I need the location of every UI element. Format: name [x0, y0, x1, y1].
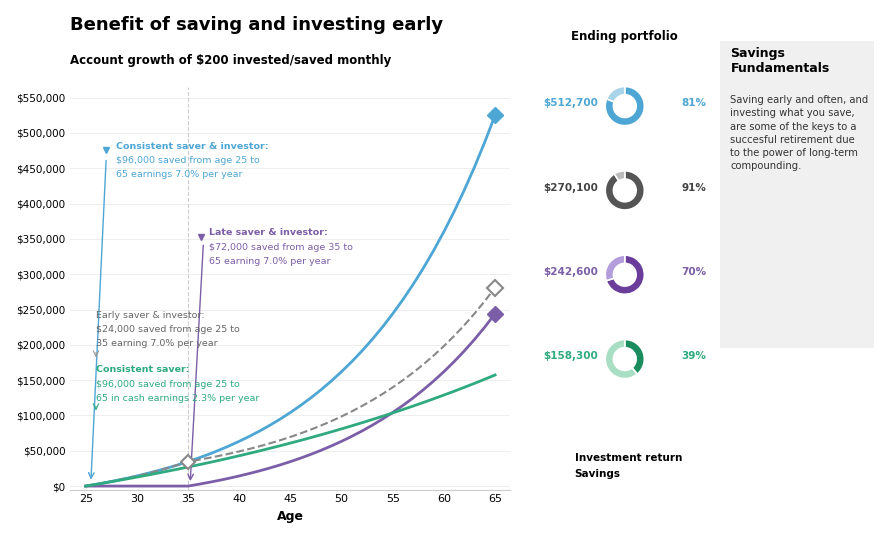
- Text: Investment return: Investment return: [575, 453, 682, 462]
- Text: 81%: 81%: [682, 98, 707, 108]
- Wedge shape: [614, 171, 625, 181]
- Text: 65 in cash earnings 2.3% per year: 65 in cash earnings 2.3% per year: [96, 394, 260, 403]
- Text: $512,700: $512,700: [543, 98, 598, 108]
- Text: Consistent saver:: Consistent saver:: [96, 366, 189, 374]
- Text: 91%: 91%: [682, 183, 707, 193]
- Wedge shape: [605, 339, 637, 379]
- Text: 65 earning 7.0% per year: 65 earning 7.0% per year: [209, 257, 330, 265]
- Text: Savings: Savings: [575, 469, 620, 479]
- Wedge shape: [605, 86, 644, 126]
- Text: $96,000 saved from age 25 to: $96,000 saved from age 25 to: [116, 156, 260, 165]
- Wedge shape: [605, 255, 625, 281]
- Wedge shape: [605, 171, 644, 210]
- Text: $72,000 saved from age 35 to: $72,000 saved from age 35 to: [209, 243, 352, 251]
- Text: $24,000 saved from age 25 to: $24,000 saved from age 25 to: [96, 325, 239, 334]
- Text: Consistent saver & investor:: Consistent saver & investor:: [116, 141, 269, 151]
- Text: Benefit of saving and investing early: Benefit of saving and investing early: [70, 16, 444, 34]
- Text: Savings
Fundamentals: Savings Fundamentals: [730, 47, 830, 75]
- Text: 35 earning 7.0% per year: 35 earning 7.0% per year: [96, 339, 217, 348]
- Wedge shape: [625, 339, 644, 374]
- Wedge shape: [606, 86, 625, 102]
- Wedge shape: [606, 255, 644, 294]
- Text: 39%: 39%: [682, 351, 707, 361]
- Text: $96,000 saved from age 25 to: $96,000 saved from age 25 to: [96, 380, 239, 388]
- Text: Account growth of $200 invested/saved monthly: Account growth of $200 invested/saved mo…: [70, 54, 392, 67]
- Text: $158,300: $158,300: [543, 351, 598, 361]
- Text: 70%: 70%: [681, 267, 707, 277]
- Text: Early saver & investor:: Early saver & investor:: [96, 311, 204, 320]
- Text: Saving early and often, and
investing what you save,
are some of the keys to a
s: Saving early and often, and investing wh…: [730, 95, 869, 171]
- Text: $242,600: $242,600: [543, 267, 598, 277]
- X-axis label: Age: Age: [277, 510, 304, 523]
- Text: Ending portfolio: Ending portfolio: [571, 30, 678, 43]
- Text: $270,100: $270,100: [543, 183, 598, 193]
- Text: Late saver & investor:: Late saver & investor:: [209, 228, 327, 238]
- Text: 65 earnings 7.0% per year: 65 earnings 7.0% per year: [116, 170, 243, 179]
